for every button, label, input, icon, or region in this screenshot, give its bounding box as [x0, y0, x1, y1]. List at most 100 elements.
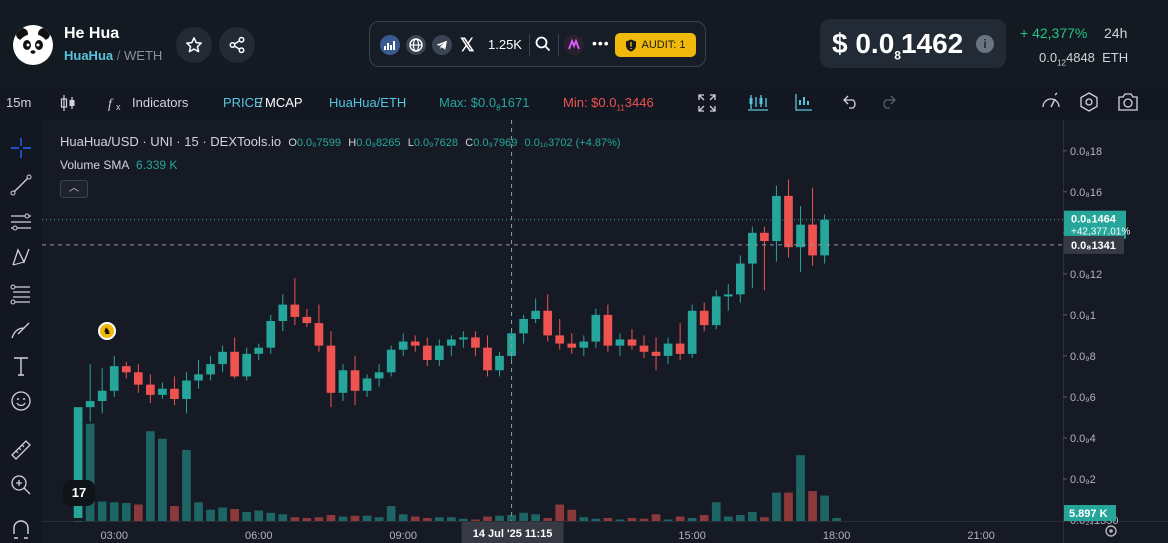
eth-price: 0.0124848 ETH: [1039, 50, 1129, 68]
candle-body: [362, 378, 372, 391]
candle-body: [567, 343, 577, 348]
tradingview-logo[interactable]: 17: [63, 480, 95, 506]
x-tick-label: 03:00: [100, 530, 128, 542]
candle-body: [97, 390, 107, 402]
candle-body: [242, 353, 252, 377]
interval-selector[interactable]: 15m: [6, 95, 32, 110]
horizontal-lines-icon[interactable]: [8, 209, 34, 235]
settings-hex-icon[interactable]: [1079, 92, 1099, 112]
candle-body: [338, 370, 348, 393]
usd-price: $ 0.081462: [832, 28, 964, 63]
volume-bar: [182, 449, 191, 521]
text-tool-icon[interactable]: [8, 353, 34, 379]
candle-body: [519, 318, 528, 334]
star-icon: [185, 37, 203, 53]
volume-bar: [398, 514, 408, 521]
volume-bar: [495, 515, 504, 521]
share-icon: [229, 36, 245, 54]
favorite-button[interactable]: [176, 27, 212, 63]
compare-chart-icon[interactable]: [795, 93, 813, 111]
screenshot-camera-icon[interactable]: [1117, 92, 1139, 112]
legend-close: 0.0₉7969: [473, 137, 518, 149]
brush-icon[interactable]: [8, 318, 34, 344]
volume-bar: [615, 519, 625, 521]
ruler-icon[interactable]: [8, 437, 34, 463]
token-pair: HuaHua / WETH: [64, 48, 162, 63]
max-price: Max: $0.081671: [439, 95, 530, 113]
volume-legend-value: 6.339 K: [136, 158, 178, 172]
y-tick-label: 0.0₉4: [1070, 433, 1096, 445]
price-chart[interactable]: 0.0₈180.0₈160.0₈140.0₈120.0₈10.0₉80.0₉60…: [42, 120, 1168, 543]
candle-body: [820, 219, 829, 256]
volume-bar: [362, 515, 372, 521]
emoji-icon[interactable]: [8, 388, 34, 414]
indicators-button[interactable]: Indicators: [132, 95, 189, 110]
info-icon[interactable]: i: [976, 35, 994, 53]
volume-bar: [338, 516, 348, 521]
change-period: 24h: [1104, 25, 1128, 41]
volume-bar: [290, 517, 300, 521]
legend-open: 0.0₉7599: [296, 137, 341, 149]
candle-body: [495, 355, 504, 371]
volume-bar: [146, 431, 155, 521]
pair-toggle[interactable]: HuaHua/ETH: [329, 95, 407, 110]
candle-body: [723, 294, 733, 297]
search-icon[interactable]: [535, 36, 551, 57]
magnet-icon[interactable]: [10, 516, 32, 543]
volume-bar: [808, 491, 817, 521]
legend-change: 0.0₁₀3702 (+4.87%): [524, 137, 621, 149]
x-twitter-icon[interactable]: 𝕏: [460, 35, 475, 55]
undo-icon[interactable]: [843, 95, 859, 109]
mcap-toggle[interactable]: MCAP: [265, 95, 303, 110]
volume-bar: [350, 515, 360, 521]
candle-body: [784, 195, 793, 248]
candle-body: [302, 316, 312, 324]
audit-badge[interactable]: AUDIT: 1: [615, 33, 696, 57]
alert-speedometer-icon[interactable]: [1041, 92, 1061, 112]
drawing-toolbar: [0, 120, 42, 543]
volume-bar: [278, 514, 288, 521]
zoom-in-icon[interactable]: [8, 472, 34, 498]
volume-bar: [422, 518, 432, 521]
chart-style-icon[interactable]: [748, 93, 768, 111]
website-globe-icon[interactable]: [406, 35, 426, 55]
candle-body: [796, 224, 805, 248]
price-toggle[interactable]: PRICE: [223, 95, 263, 110]
collapse-legend-button[interactable]: ︿: [60, 180, 88, 198]
dextools-chart-icon[interactable]: [380, 35, 400, 55]
legend-low: 0.0₉7628: [413, 137, 458, 149]
candle-body: [109, 366, 119, 391]
x-tick-label: 18:00: [823, 530, 851, 542]
candle-body: [133, 372, 143, 385]
volume-bar: [170, 506, 179, 521]
redo-icon[interactable]: [880, 95, 896, 109]
dex-logo-icon[interactable]: [564, 35, 584, 55]
more-options-icon[interactable]: •••: [592, 35, 610, 51]
volume-bar: [459, 518, 468, 521]
crosshair-icon[interactable]: [8, 135, 34, 161]
pair-base[interactable]: HuaHua: [64, 48, 114, 63]
volume-bar: [507, 515, 516, 521]
volume-bar: [772, 492, 781, 521]
volume-bar: [133, 504, 143, 521]
candle-type-icon[interactable]: [60, 94, 76, 112]
volume-legend: Volume SMA 6.339 K: [60, 158, 177, 172]
share-button[interactable]: [219, 27, 255, 63]
pattern-tool-icon[interactable]: [8, 244, 34, 270]
fib-retracement-icon[interactable]: [8, 281, 34, 307]
fullscreen-icon[interactable]: [698, 94, 716, 112]
candlestick-chart-svg[interactable]: 0.0₈180.0₈160.0₈140.0₈120.0₈10.0₉80.0₉60…: [42, 120, 1168, 543]
x-tick-label: 15:00: [678, 530, 706, 542]
crosshair-price-bg: [1064, 235, 1124, 254]
last-price-label: 0.0₈1464: [1071, 214, 1117, 226]
price-display: $ 0.081462 i: [820, 19, 1006, 68]
candle-body: [254, 347, 264, 354]
event-marker-icon[interactable]: ♞: [98, 322, 116, 340]
telegram-icon[interactable]: [432, 35, 452, 55]
candle-body: [350, 370, 360, 391]
candle-body: [748, 232, 757, 264]
trend-line-icon[interactable]: [8, 172, 34, 198]
candle-body: [218, 351, 227, 365]
volume-bar: [651, 514, 661, 521]
